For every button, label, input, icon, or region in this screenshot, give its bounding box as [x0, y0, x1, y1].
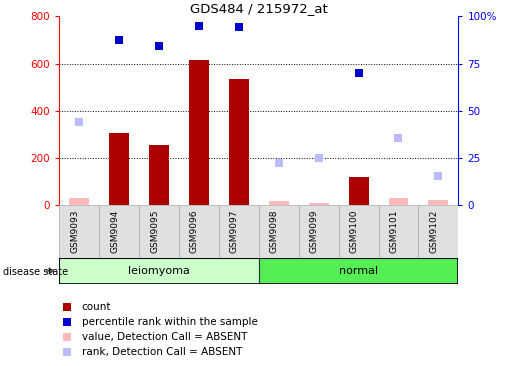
Bar: [59, 205, 99, 258]
Text: GSM9101: GSM9101: [389, 209, 399, 253]
Bar: [229, 79, 249, 205]
Bar: [299, 205, 339, 258]
Text: GSM9095: GSM9095: [150, 209, 159, 253]
Text: normal: normal: [339, 266, 378, 276]
Bar: [139, 205, 179, 258]
Title: GDS484 / 215972_at: GDS484 / 215972_at: [190, 2, 328, 15]
Bar: [418, 205, 458, 258]
Bar: [259, 205, 299, 258]
Text: percentile rank within the sample: percentile rank within the sample: [81, 317, 258, 327]
Text: value, Detection Call = ABSENT: value, Detection Call = ABSENT: [81, 332, 247, 341]
Text: rank, Detection Call = ABSENT: rank, Detection Call = ABSENT: [81, 347, 242, 357]
Bar: [69, 198, 89, 205]
Bar: [269, 201, 289, 205]
Bar: [339, 205, 379, 258]
Bar: [99, 205, 139, 258]
Bar: [219, 205, 259, 258]
Text: GSM9102: GSM9102: [430, 209, 438, 253]
Bar: [388, 198, 408, 205]
Bar: [59, 258, 259, 284]
Text: GSM9099: GSM9099: [310, 209, 319, 253]
Text: leiomyoma: leiomyoma: [128, 266, 190, 276]
Bar: [189, 60, 209, 205]
Bar: [349, 177, 369, 205]
Bar: [308, 203, 329, 205]
Text: GSM9097: GSM9097: [230, 209, 239, 253]
Text: GSM9098: GSM9098: [270, 209, 279, 253]
Text: disease state: disease state: [3, 266, 67, 277]
Bar: [179, 205, 219, 258]
Text: count: count: [81, 302, 111, 312]
Bar: [428, 200, 449, 205]
Text: GSM9093: GSM9093: [70, 209, 79, 253]
Text: GSM9094: GSM9094: [110, 209, 119, 253]
Bar: [149, 145, 169, 205]
Bar: [109, 133, 129, 205]
Bar: [259, 258, 458, 284]
Text: GSM9096: GSM9096: [190, 209, 199, 253]
Bar: [379, 205, 418, 258]
Text: GSM9100: GSM9100: [350, 209, 358, 253]
